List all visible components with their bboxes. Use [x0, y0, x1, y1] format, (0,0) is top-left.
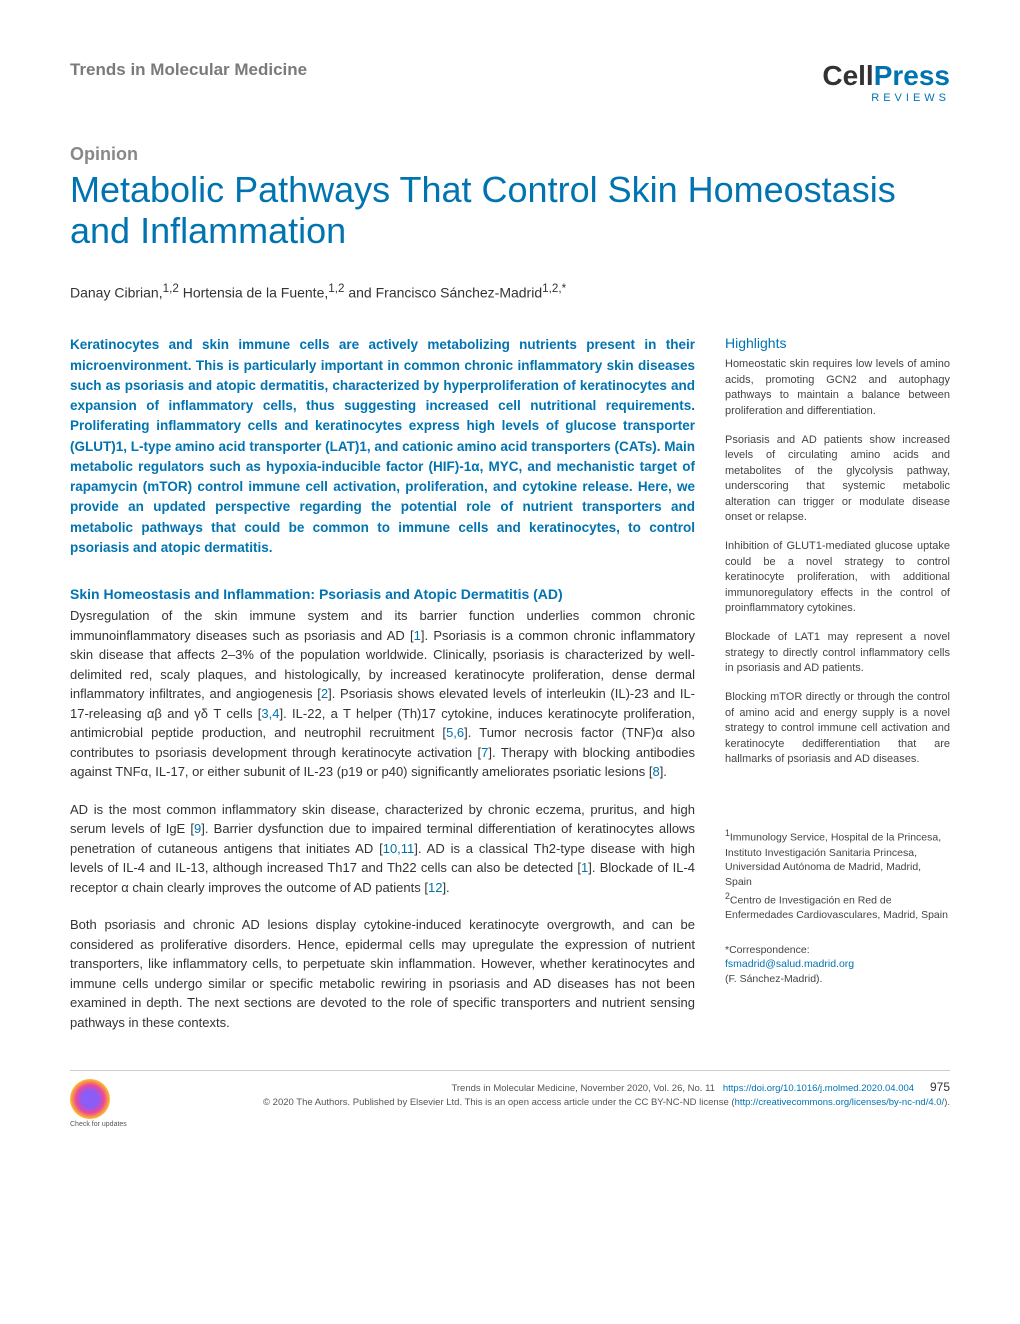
publisher-logo: CellPress REVIEWS — [822, 60, 950, 104]
logo-subtitle: REVIEWS — [822, 92, 950, 104]
highlights-heading: Highlights — [725, 335, 950, 351]
highlight-item: Blocking mTOR directly or through the co… — [725, 690, 950, 767]
highlight-item: Psoriasis and AD patients show increased… — [725, 433, 950, 525]
sidebar-column: Highlights Homeostatic skin requires low… — [725, 335, 950, 1050]
check-updates-icon — [70, 1079, 110, 1119]
highlight-item: Blockade of LAT1 may represent a novel s… — [725, 630, 950, 676]
body-paragraph: Both psoriasis and chronic AD lesions di… — [70, 915, 695, 1032]
check-updates-badge[interactable]: Check for updates — [70, 1079, 127, 1128]
article-type: Opinion — [70, 144, 950, 165]
logo-suffix: Press — [874, 60, 950, 91]
copyright-end: ). — [944, 1097, 950, 1108]
article-title: Metabolic Pathways That Control Skin Hom… — [70, 169, 950, 252]
abstract-text: Keratinocytes and skin immune cells are … — [70, 335, 695, 558]
page-container: Trends in Molecular Medicine CellPress R… — [0, 0, 1020, 1158]
affiliations-block: 1Immunology Service, Hospital de la Prin… — [725, 827, 950, 922]
copyright-text: © 2020 The Authors. Published by Elsevie… — [263, 1097, 735, 1108]
journal-name: Trends in Molecular Medicine — [70, 60, 307, 80]
body-paragraph: Dysregulation of the skin immune system … — [70, 606, 695, 782]
page-number: 975 — [930, 1080, 950, 1094]
page-header: Trends in Molecular Medicine CellPress R… — [70, 60, 950, 104]
logo-main: Cell — [822, 60, 873, 91]
affiliation: 2Centro de Investigación en Red de Enfer… — [725, 890, 950, 923]
check-updates-label: Check for updates — [70, 1121, 127, 1128]
affiliation: 1Immunology Service, Hospital de la Prin… — [725, 827, 950, 889]
highlight-item: Inhibition of GLUT1-mediated glucose upt… — [725, 539, 950, 616]
main-column: Keratinocytes and skin immune cells are … — [70, 335, 695, 1050]
body-paragraph: AD is the most common inflammatory skin … — [70, 800, 695, 898]
page-footer: Check for updates Trends in Molecular Me… — [70, 1070, 950, 1128]
correspondence-name: (F. Sánchez-Madrid). — [725, 972, 950, 987]
correspondence-email[interactable]: fsmadrid@salud.madrid.org — [725, 957, 950, 972]
citation-text: Trends in Molecular Medicine, November 2… — [451, 1083, 715, 1094]
highlight-item: Homeostatic skin requires low levels of … — [725, 357, 950, 419]
section-heading: Skin Homeostasis and Inflammation: Psori… — [70, 586, 695, 602]
correspondence-label: *Correspondence: — [725, 943, 950, 958]
content-columns: Keratinocytes and skin immune cells are … — [70, 335, 950, 1050]
logo-text: CellPress — [822, 60, 950, 92]
correspondence-block: *Correspondence: fsmadrid@salud.madrid.o… — [725, 943, 950, 987]
license-link[interactable]: http://creativecommons.org/licenses/by-n… — [735, 1097, 945, 1108]
highlights-list: Homeostatic skin requires low levels of … — [725, 357, 950, 767]
authors-line: Danay Cibrian,1,2 Hortensia de la Fuente… — [70, 282, 950, 301]
doi-link[interactable]: https://doi.org/10.1016/j.molmed.2020.04… — [723, 1083, 914, 1094]
footer-text: Trends in Molecular Medicine, November 2… — [139, 1079, 950, 1109]
